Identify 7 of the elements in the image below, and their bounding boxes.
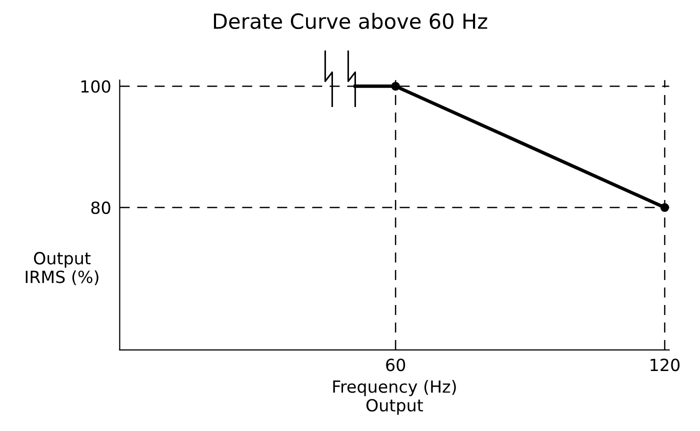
chart-title: Derate Curve above 60 Hz [214, 12, 488, 30]
y-tick-label: 80 [91, 201, 110, 214]
x-tick-label: 120 [650, 358, 680, 372]
y-axis-title: Output IRMS (%) [26, 252, 98, 286]
y-tick-label: 100 [81, 80, 110, 93]
x-axis-title: Frequency (Hz) Output [333, 380, 456, 415]
x-tick-label: 60 [386, 358, 406, 372]
